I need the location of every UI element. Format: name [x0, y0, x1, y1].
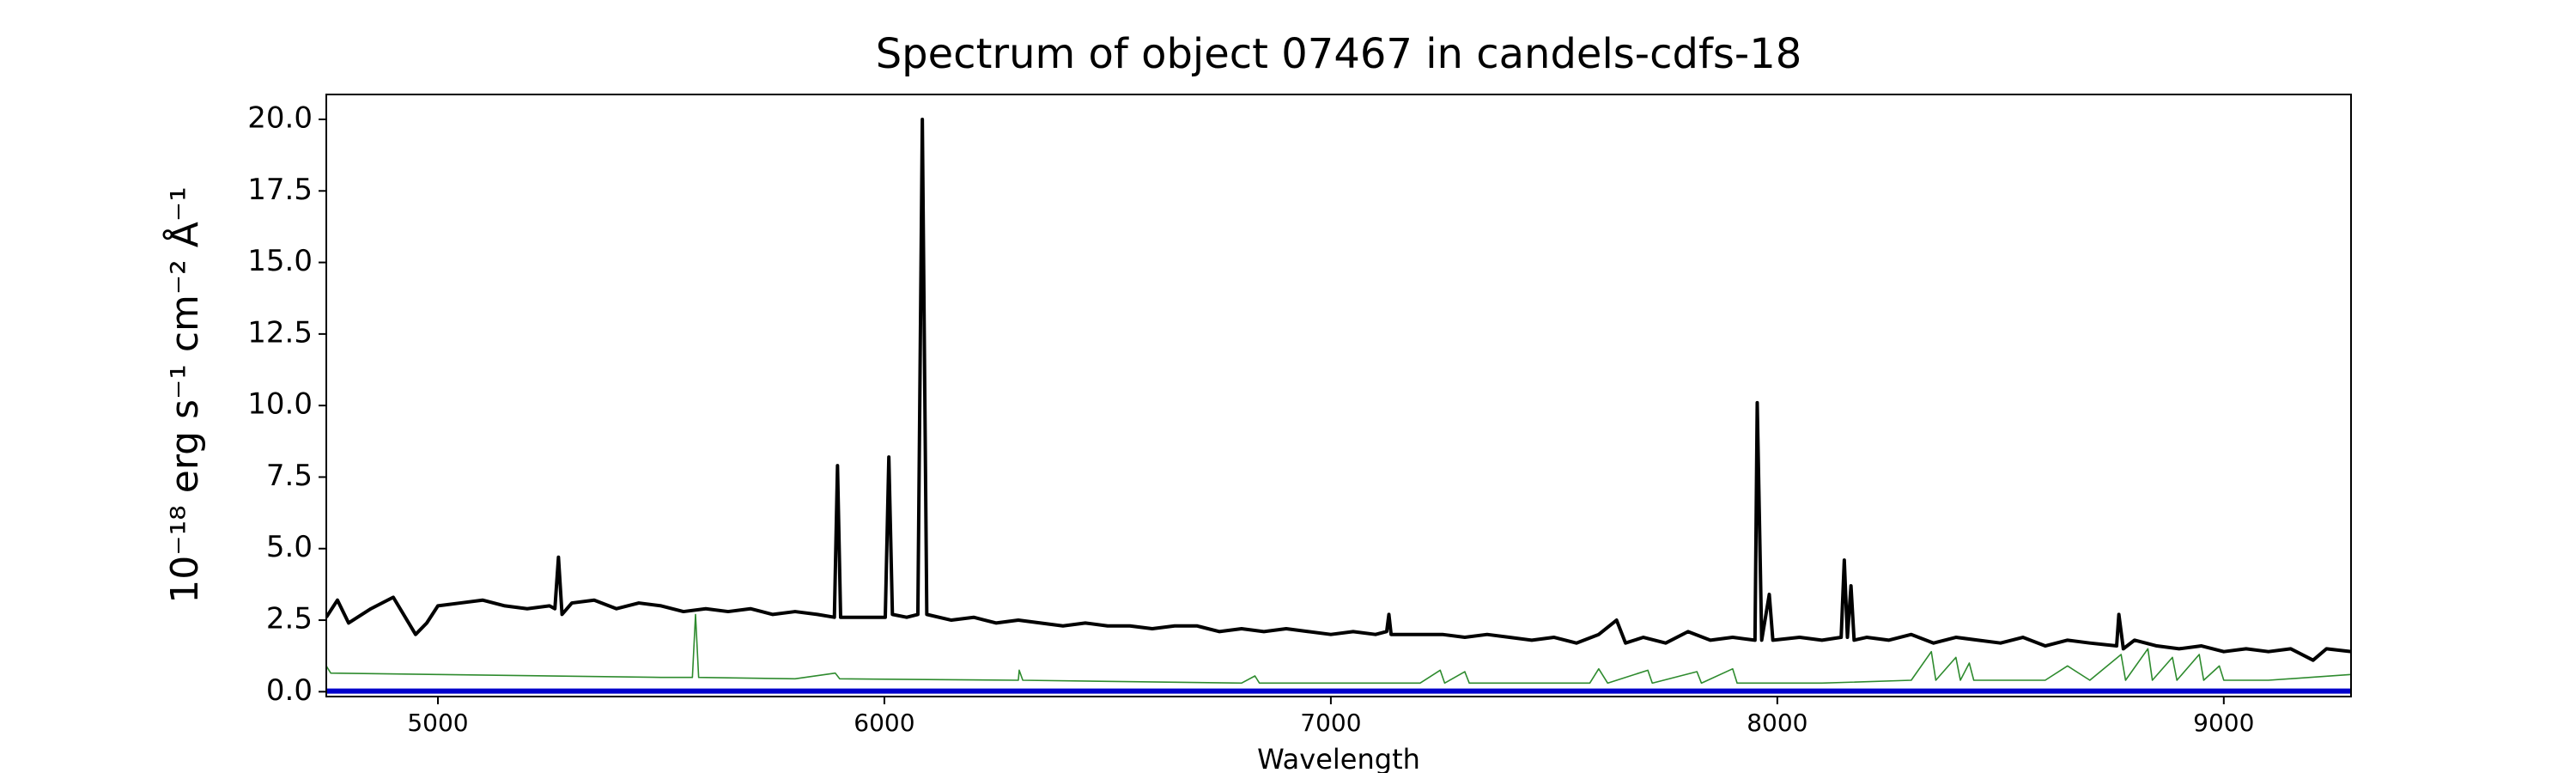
y-axis-label: 10⁻¹⁸ erg s⁻¹ cm⁻² Å⁻¹ — [161, 186, 207, 603]
y-tick-label: 12.5 — [247, 315, 313, 350]
x-axis-label: Wavelength — [1257, 743, 1420, 773]
x-tick-label: 8000 — [1747, 709, 1807, 737]
y-tick-label: 10.0 — [247, 387, 313, 422]
y-tick-label: 20.0 — [247, 100, 313, 135]
y-tick-label: 5.0 — [266, 530, 313, 564]
spectrum-line — [326, 117, 2351, 662]
chart-title: Spectrum of object 07467 in candels-cdfs… — [876, 30, 1802, 78]
plot-frame — [325, 94, 2352, 697]
y-tick-label: 0.0 — [266, 673, 313, 708]
y-tick-label: 15.0 — [247, 244, 313, 278]
y-tick-label: 17.5 — [247, 173, 313, 207]
y-tick-label: 7.5 — [266, 459, 313, 493]
x-tick-label: 9000 — [2193, 709, 2254, 737]
x-tick-label: 7000 — [1300, 709, 1361, 737]
x-tick-label: 6000 — [854, 709, 914, 737]
x-tick-label: 5000 — [407, 709, 468, 737]
spectrum-line — [326, 613, 2351, 685]
y-tick-label: 2.5 — [266, 602, 313, 636]
